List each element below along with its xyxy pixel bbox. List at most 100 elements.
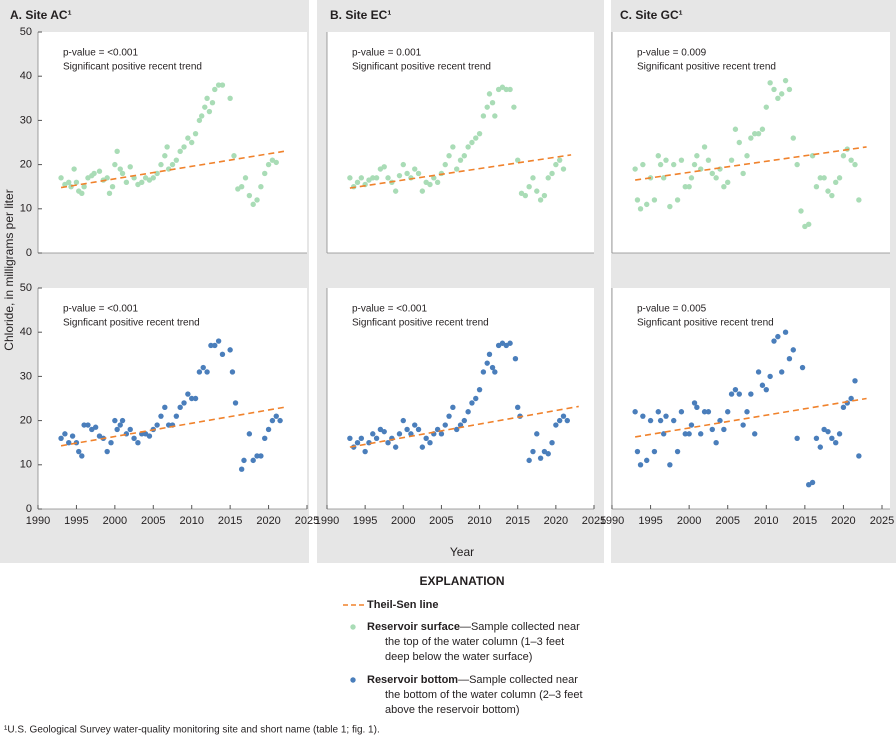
sample-point [721,426,727,433]
sample-point [469,139,475,146]
x-tick-label: 2010 [754,515,778,527]
x-tick-label: 2005 [141,515,165,527]
sample-point [465,409,471,415]
sample-point [212,342,218,349]
sample-point [634,197,641,203]
sample-point [181,144,187,150]
sample-point [740,170,746,177]
sample-point [686,431,692,437]
sample-point [480,369,487,375]
sample-point [114,426,120,433]
sample-point [560,413,567,419]
sample-point [461,417,468,424]
sample-point [66,440,72,446]
sample-point [423,435,429,441]
sample-point [173,413,180,419]
sample-point [476,130,483,137]
x-tick-label: 2020 [831,515,855,527]
sample-point [748,391,754,397]
sample-point [117,422,123,428]
sample-point [254,197,260,203]
sample-point [503,86,509,93]
sample-point [655,153,661,159]
sample-point [698,431,704,437]
theil-sen-line [635,146,867,181]
sample-point [526,184,532,190]
sample-point [358,175,365,181]
y-tick-label: 50 [20,26,32,38]
sample-point [392,188,399,194]
sample-point [400,161,406,168]
sample-point [158,413,164,419]
sample-point [829,192,835,199]
y-axis-label: Chloride, in milligrams per liter [2,189,16,350]
sample-point [476,386,483,393]
sample-point [112,417,118,424]
sample-point [545,175,551,181]
footnote: ¹U.S. Geological Survey water-quality mo… [4,725,380,736]
sample-point [192,130,199,137]
sample-point [705,157,712,163]
sample-point [515,404,521,411]
sample-point [848,157,854,163]
plot-area [327,32,594,253]
sample-point [640,161,646,168]
sample-point [736,139,742,146]
sample-point [202,104,208,110]
sample-point [651,197,658,203]
sample-point [246,192,253,199]
sample-point [671,161,677,168]
annotation: Signficant positive recent trend [63,318,200,329]
x-tick-label: 2025 [295,515,319,527]
sample-point [545,451,551,457]
sample-point [748,135,754,141]
sample-point [199,113,205,119]
legend-name: Reservoir surface [367,621,460,633]
sample-point [373,175,380,181]
sample-point [431,175,437,181]
sample-point [162,153,168,159]
sample-point [549,440,555,446]
sample-point [419,444,426,450]
sample-point [204,95,210,102]
sample-point [62,431,68,437]
sample-point [106,190,113,197]
sample-point [381,428,387,435]
sample-point [534,188,540,194]
sample-point [486,91,493,97]
sample-point [412,422,418,428]
y-tick-label: 50 [20,282,32,294]
sample-point [856,197,862,203]
sample-point [809,479,816,486]
sample-point [671,417,677,424]
sample-point [150,175,156,181]
sample-point [358,435,365,441]
sample-point [740,422,746,428]
sample-point [686,184,692,190]
sample-point [667,203,673,210]
x-tick-label: 2010 [179,515,203,527]
sample-point [229,369,236,375]
sample-point [104,448,110,455]
sample-point [242,175,249,181]
sample-point [227,347,233,353]
sample-point [73,179,80,185]
annotation: Significant positive recent trend [63,62,202,73]
sample-point [682,184,688,190]
sample-point [385,440,391,446]
x-tick-label: 1995 [353,515,377,527]
sample-point [273,159,279,166]
sample-point [370,175,376,181]
sample-point [200,364,206,371]
y-tick-label: 30 [20,370,32,382]
sample-point [108,440,114,446]
x-tick-label: 2010 [467,515,491,527]
sample-point [162,404,168,411]
y-tick-label: 10 [20,203,32,215]
sample-point [759,126,766,132]
sample-point [817,444,823,450]
sample-point [825,188,831,194]
panel-title: B. Site EC¹ [330,8,391,22]
sample-point [146,433,153,439]
sample-point [640,413,646,419]
